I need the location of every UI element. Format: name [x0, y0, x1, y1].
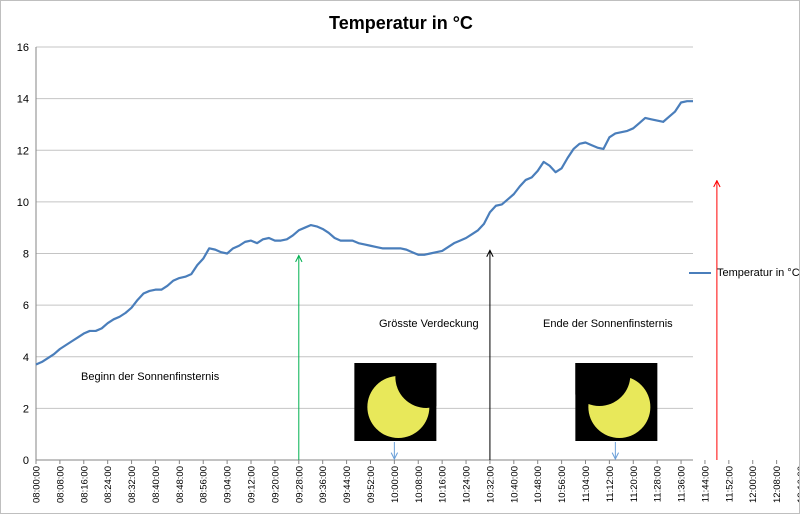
- legend-label: Temperatur in °C: [717, 267, 800, 279]
- y-tick-label: 4: [23, 352, 29, 364]
- chart-title: Temperatur in °C: [329, 13, 473, 33]
- y-tick-label: 8: [23, 249, 29, 261]
- x-tick-label: 08:08:00: [55, 466, 66, 503]
- legend-line-swatch: [689, 272, 711, 274]
- x-tick-label: 11:04:00: [581, 466, 592, 502]
- x-tick-label: 09:52:00: [366, 466, 377, 503]
- x-tick-label: 10:00:00: [390, 466, 401, 503]
- x-tick-label: 08:48:00: [175, 466, 186, 503]
- x-tick-label: 11:36:00: [677, 466, 688, 502]
- x-tick-label: 12:16:00: [796, 466, 799, 503]
- x-tick-label: 08:00:00: [32, 466, 43, 503]
- legend: Temperatur in °C: [689, 267, 800, 279]
- x-tick-label: 08:40:00: [151, 466, 162, 503]
- x-tick-label: 10:48:00: [533, 466, 544, 503]
- x-tick-label: 10:40:00: [509, 466, 520, 503]
- x-tick-label: 09:28:00: [294, 466, 305, 503]
- x-tick-label: 10:16:00: [438, 466, 449, 503]
- x-tick-label: 11:12:00: [605, 466, 616, 502]
- x-tick-label: 10:08:00: [414, 466, 425, 503]
- series-line-temperatur: [35, 100, 693, 366]
- x-tick-label: 09:36:00: [318, 466, 329, 503]
- y-tick-label: 6: [23, 300, 29, 312]
- annotation-label: Beginn der Sonnenfinsternis: [81, 371, 220, 383]
- y-tick-label: 16: [17, 42, 29, 54]
- eclipse-image-1: [354, 363, 437, 441]
- x-tick-label: 11:52:00: [724, 466, 735, 502]
- y-tick-label: 14: [17, 94, 29, 106]
- x-tick-label: 09:04:00: [223, 466, 234, 503]
- x-tick-label: 11:20:00: [629, 466, 640, 502]
- y-tick-label: 2: [23, 403, 29, 415]
- annotation-label: Ende der Sonnenfinsternis: [543, 318, 673, 330]
- y-tick-label: 0: [23, 455, 29, 467]
- annotation-label: Grösste Verdeckung: [379, 318, 479, 330]
- y-tick-label: 10: [17, 197, 29, 209]
- x-tick-label: 09:44:00: [342, 466, 353, 503]
- eclipse-image-2: [575, 363, 658, 441]
- x-tick-label: 08:56:00: [199, 466, 210, 503]
- x-tick-label: 10:32:00: [485, 466, 496, 503]
- x-tick-label: 12:08:00: [772, 466, 783, 503]
- x-tick-label: 08:16:00: [79, 466, 90, 503]
- x-tick-label: 10:24:00: [462, 466, 473, 503]
- x-tick-label: 11:28:00: [653, 466, 664, 502]
- x-tick-label: 11:44:00: [700, 466, 711, 502]
- y-tick-label: 12: [17, 145, 29, 157]
- x-tick-label: 10:56:00: [557, 466, 568, 503]
- x-tick-label: 12:00:00: [748, 466, 759, 503]
- x-tick-label: 09:20:00: [270, 466, 281, 503]
- x-tick-label: 08:32:00: [127, 466, 138, 503]
- x-tick-label: 09:12:00: [247, 466, 258, 503]
- x-tick-label: 08:24:00: [103, 466, 114, 503]
